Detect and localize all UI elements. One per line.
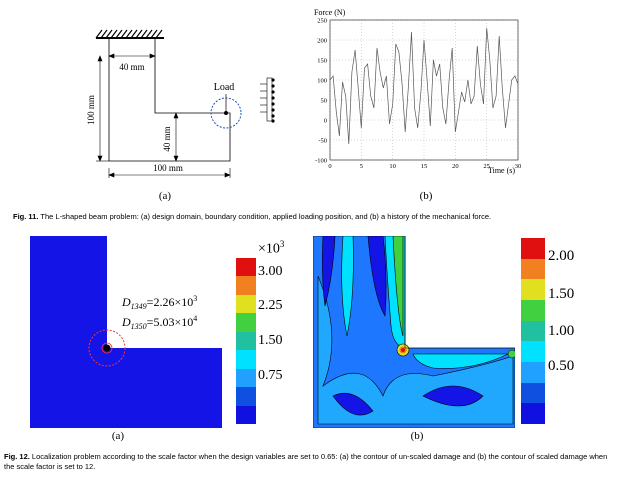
y-tick-label: -100 <box>315 158 327 165</box>
y-tick-label: 100 <box>317 78 327 85</box>
colorbar-swatch <box>236 387 256 406</box>
colorbar-b-tick: 2.00 <box>548 248 575 264</box>
colorbar-swatch <box>236 258 256 277</box>
y-tick-label: 50 <box>321 98 328 105</box>
colorbar-a-tick: 3.00 <box>258 264 283 279</box>
colorbar-swatch <box>521 320 545 342</box>
dim-top <box>108 53 156 59</box>
force-series-line <box>329 27 519 145</box>
colorbar-swatch <box>521 362 545 383</box>
dim-bottom <box>108 168 231 178</box>
colorbar-b-tick: 1.00 <box>548 323 575 339</box>
y-tick-label: -50 <box>318 138 327 145</box>
colorbar-swatch <box>521 341 545 363</box>
colorbar-swatch <box>236 313 256 332</box>
x-tick-label: 0 <box>328 163 331 170</box>
colorbar-swatch <box>236 331 256 351</box>
colorbar-swatch <box>236 276 256 295</box>
fig11a-schematic: 40 mm 100 mm 40 mm 100 mm Load <box>86 29 275 178</box>
colorbar-swatch <box>521 279 545 301</box>
x-tick-label: 30 <box>515 163 522 170</box>
dim-bottom-label: 100 mm <box>153 163 183 173</box>
colorbar-a-tick: 2.25 <box>258 298 283 313</box>
fig12a-sublabel: (a) <box>111 430 125 442</box>
y-axis-label: Force (N) <box>314 8 346 17</box>
y-tick-label: 0 <box>324 118 327 125</box>
x-axis-label: Time (s) <box>488 166 515 175</box>
load-label: Load <box>214 82 235 93</box>
dim-top-label: 40 mm <box>119 62 144 72</box>
colorbar-swatch <box>521 238 545 259</box>
d1350-label: D1350=5.03×104 <box>121 314 197 331</box>
x-tick-label: 10 <box>389 163 396 170</box>
y-tick-label: 250 <box>317 18 327 25</box>
fig12a-contour: D1349=2.26×103 D1350=5.03×104 <box>30 236 230 428</box>
colorbar-swatch <box>236 368 256 388</box>
colorbar-swatch <box>236 350 256 369</box>
load-point <box>224 111 228 115</box>
fig11b-sublabel: (b) <box>419 190 433 202</box>
colorbar-swatch <box>521 258 545 280</box>
colorbar-swatch <box>236 405 256 424</box>
fig12-caption-number: Fig. 12. <box>4 452 30 461</box>
damage-hotspot <box>103 344 111 352</box>
fig12b-sublabel: (b) <box>410 430 424 442</box>
dim-inner-label: 40 mm <box>162 126 172 151</box>
colorbar-a-tick: 0.75 <box>258 368 283 383</box>
y-tick-label: 200 <box>317 38 327 45</box>
colorbar-b-tick: 1.50 <box>548 286 575 302</box>
x-tick-label: 25 <box>483 163 490 170</box>
fixed-support <box>95 29 164 39</box>
fig12b-contour <box>313 236 515 428</box>
colorbar-swatch <box>236 294 256 314</box>
colorbar-a <box>236 258 256 424</box>
dim-left <box>96 55 109 162</box>
d1349-label: D1349=2.26×103 <box>121 294 197 311</box>
colorbar-a-exponent: ×103 <box>258 239 285 257</box>
x-tick-label: 15 <box>421 163 428 170</box>
y-tick-label: 150 <box>317 58 327 65</box>
x-tick-label: 20 <box>452 163 459 170</box>
colorbar-swatch <box>521 403 545 425</box>
dim-inner <box>173 112 179 162</box>
colorbar-b-tick: 0.50 <box>548 358 575 374</box>
colorbar-b <box>521 238 545 425</box>
roller-support <box>260 77 275 123</box>
fig11-caption: Fig. 11. The L-shaped beam problem: (a) … <box>13 212 613 222</box>
x-tick-label: 5 <box>360 163 363 170</box>
fig12-caption-text: Localization problem according to the sc… <box>4 452 608 471</box>
colorbar-swatch <box>521 382 545 404</box>
fig11a-sublabel: (a) <box>158 190 172 202</box>
l-shape-outline <box>108 38 231 162</box>
dim-left-label: 100 mm <box>86 95 96 125</box>
fig11-caption-text: The L-shaped beam problem: (a) design do… <box>38 212 492 221</box>
colorbar-swatch <box>521 300 545 321</box>
unscaled-damage-field <box>30 236 222 428</box>
damage-localization-circle <box>88 329 126 367</box>
colorbar-a-tick: 1.50 <box>258 333 283 348</box>
fig12-caption: Fig. 12. Localization problem according … <box>4 452 616 472</box>
fig11-caption-number: Fig. 11. <box>13 212 39 221</box>
